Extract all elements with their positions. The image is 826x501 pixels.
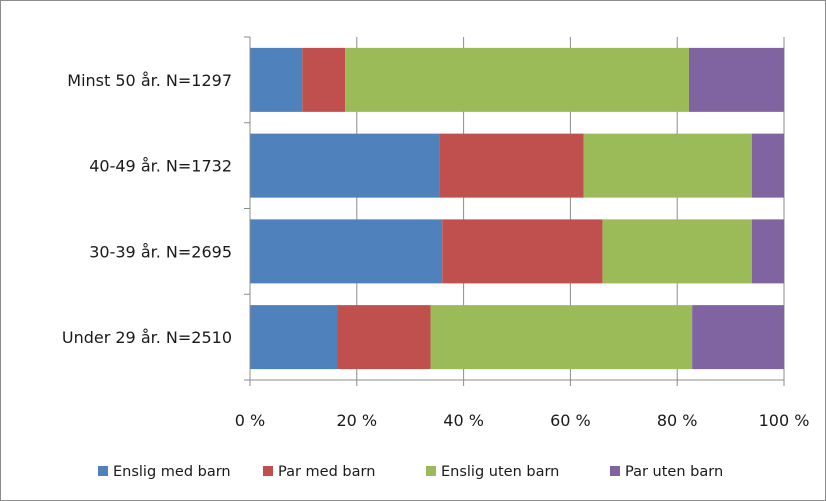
legend-label-0: Enslig med barn (113, 464, 231, 480)
category-label-1: 30-39 år. N=2695 (89, 242, 232, 261)
bar-3-1 (302, 47, 346, 112)
x-tick-label-0: 0 % (235, 411, 265, 430)
legend-swatch-0 (98, 466, 108, 476)
bar-1-0 (250, 219, 443, 284)
legend-swatch-2 (426, 466, 436, 476)
bar-2-2 (583, 133, 752, 198)
legend-swatch-3 (610, 466, 620, 476)
category-label-3: Minst 50 år. N=1297 (67, 71, 232, 90)
x-tick-label-80: 80 % (657, 411, 698, 430)
category-label-0: Under 29 år. N=2510 (62, 328, 232, 347)
bar-1-2 (602, 219, 752, 284)
bar-0-1 (337, 305, 431, 370)
bar-0-2 (430, 305, 693, 370)
bar-3-0 (250, 47, 303, 112)
bar-1-3 (751, 219, 784, 284)
bar-2-3 (751, 133, 784, 198)
x-tick-label-20: 20 % (336, 411, 377, 430)
bar-2-1 (439, 133, 584, 198)
category-label-2: 40-49 år. N=1732 (89, 157, 232, 176)
bar-1-1 (442, 219, 603, 284)
legend-label-2: Enslig uten barn (441, 464, 559, 480)
bar-3-3 (688, 47, 784, 112)
legend-label-1: Par med barn (278, 464, 375, 480)
bar-3-2 (345, 47, 689, 112)
x-tick-label-60: 60 % (550, 411, 591, 430)
bar-0-3 (692, 305, 784, 370)
bar-0-0 (250, 305, 338, 370)
bar-2-0 (250, 133, 440, 198)
legend-label-3: Par uten barn (625, 464, 723, 480)
x-tick-label-100: 100 % (759, 411, 810, 430)
x-tick-label-40: 40 % (443, 411, 484, 430)
legend-swatch-1 (263, 466, 273, 476)
